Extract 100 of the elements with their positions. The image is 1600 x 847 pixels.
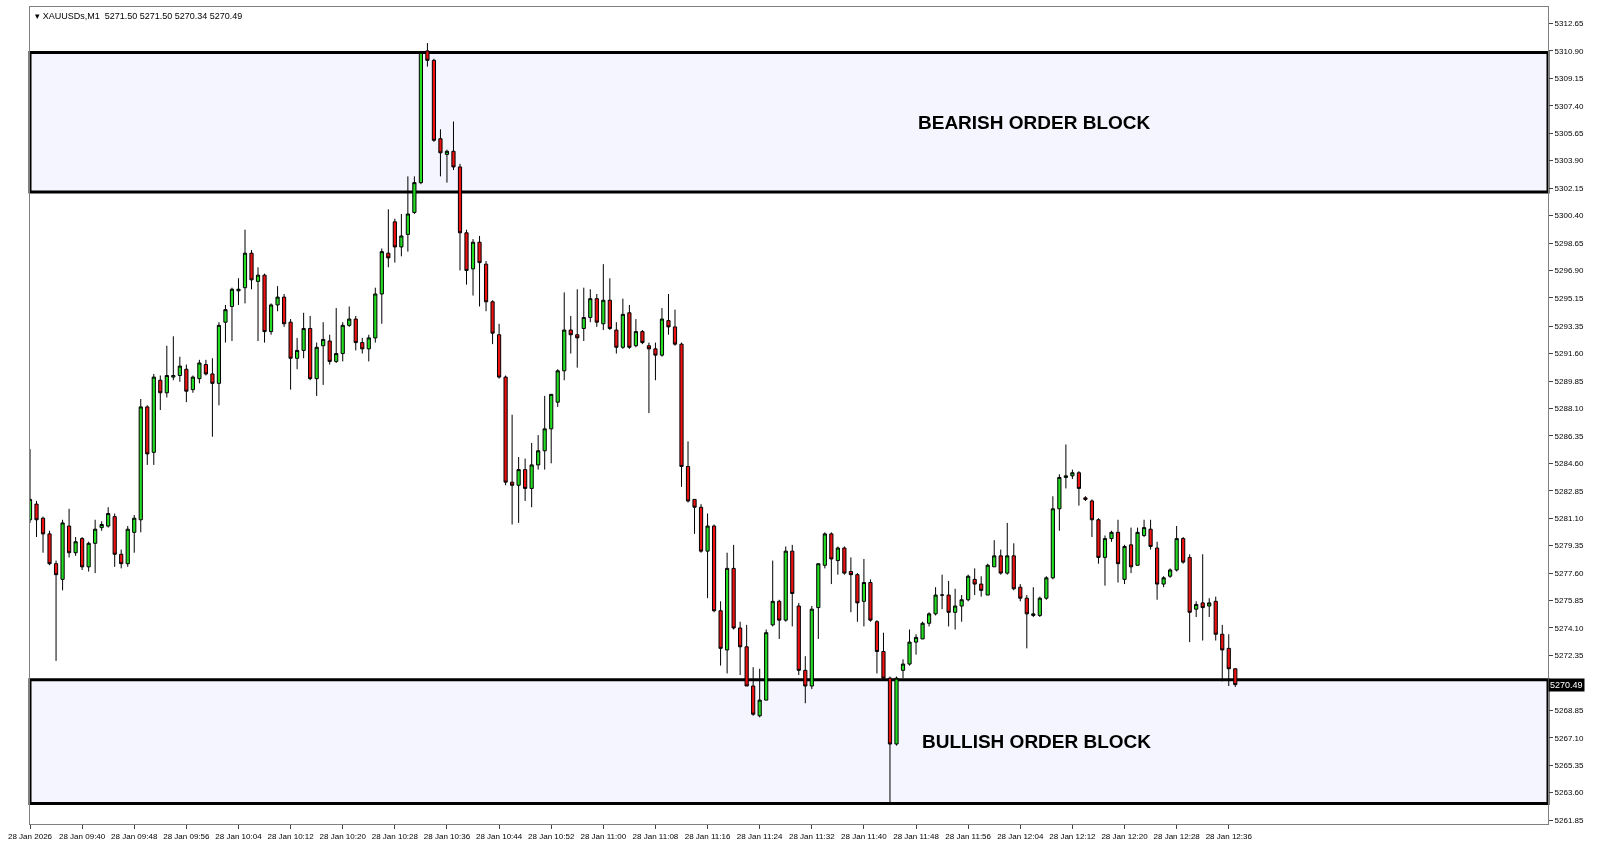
y-tick-label: 5293.35 <box>1554 321 1585 331</box>
candlestick <box>1096 517 1101 565</box>
candlestick <box>672 309 678 347</box>
candlestick <box>959 594 964 623</box>
candlestick <box>953 588 958 631</box>
y-tick-label: 5275.85 <box>1554 596 1585 606</box>
candlestick <box>1161 575 1166 588</box>
candlestick <box>503 375 508 486</box>
x-tick-label: 28 Jan 11:32 <box>788 831 836 841</box>
candlestick <box>340 321 345 362</box>
y-tick-label: 5300.40 <box>1554 211 1585 221</box>
candlestick <box>646 342 652 414</box>
y-tick-label: 5267.10 <box>1554 733 1585 743</box>
candlestick <box>379 247 384 325</box>
y-tick-label: 5286.35 <box>1554 431 1585 441</box>
y-tick-label: 5309.15 <box>1554 74 1585 84</box>
x-tick-label: 28 Jan 10:12 <box>267 831 315 841</box>
candlestick <box>171 335 176 381</box>
candlestick <box>529 442 534 508</box>
candlestick <box>197 359 202 384</box>
candlestick <box>1187 553 1192 643</box>
candlestick <box>1063 444 1068 489</box>
x-tick-label: 28 Jan 12:20 <box>1101 831 1149 841</box>
candlestick <box>229 287 235 342</box>
candlestick <box>601 263 606 331</box>
candlestick <box>1213 596 1218 642</box>
candlestick <box>203 359 208 377</box>
candlestick <box>698 503 704 554</box>
candlestick <box>40 516 46 554</box>
candlestick <box>477 235 482 308</box>
candlestick <box>614 321 619 355</box>
y-tick-label: 5261.85 <box>1554 815 1585 825</box>
candlestick <box>992 539 997 568</box>
candlestick <box>177 356 182 383</box>
candlestick <box>1050 495 1055 580</box>
candlestick <box>1044 575 1049 601</box>
candlestick <box>73 536 78 557</box>
candlestick <box>1141 519 1147 538</box>
candlestick <box>835 545 840 576</box>
y-tick-label: 5284.60 <box>1554 459 1585 469</box>
y-tick-label: 5263.60 <box>1554 788 1585 798</box>
candlestick <box>1233 668 1238 688</box>
candlestick <box>1168 567 1173 579</box>
y-tick-label: 5295.15 <box>1554 293 1585 303</box>
candlestick <box>1155 541 1160 601</box>
candlestick <box>151 373 156 466</box>
candlestick <box>777 599 782 640</box>
candlestick <box>418 50 423 185</box>
y-tick-label: 5272.35 <box>1554 651 1585 661</box>
x-tick-label: 28 Jan 10:36 <box>423 831 471 841</box>
y-tick-label: 5310.90 <box>1554 46 1585 56</box>
candlestick <box>659 307 665 358</box>
x-tick-label: 28 Jan 10:28 <box>371 831 419 841</box>
candlestick <box>1174 525 1179 573</box>
candlestick <box>926 611 932 627</box>
candlestick <box>431 58 437 143</box>
candlestick <box>1109 530 1114 543</box>
y-tick-label: 5282.85 <box>1554 486 1585 496</box>
y-tick-label: 5279.35 <box>1554 541 1585 551</box>
candlestick <box>972 567 977 596</box>
candlestick <box>366 334 371 362</box>
candlestick <box>887 676 893 803</box>
candlestick <box>236 277 241 306</box>
x-tick-label: 28 Jan 12:36 <box>1205 831 1253 841</box>
candlestick <box>444 149 450 184</box>
candlestick <box>542 395 547 471</box>
x-tick-label: 28 Jan 11:24 <box>736 831 784 841</box>
candlestick <box>53 560 59 662</box>
x-tick-label: 28 Jan 11:08 <box>632 831 679 841</box>
candlestick <box>653 342 658 381</box>
candlestick <box>327 334 332 366</box>
candlestick <box>405 175 410 253</box>
candlestick <box>783 545 788 623</box>
candlestick <box>1200 553 1205 642</box>
candlestick <box>536 434 541 471</box>
candlestick <box>490 299 495 345</box>
candlestick <box>1115 519 1121 584</box>
candlestick <box>190 375 195 394</box>
candlestick <box>640 329 645 345</box>
candlestick <box>790 544 795 627</box>
y-tick-label: 5291.60 <box>1554 349 1585 359</box>
candlestick <box>725 552 730 674</box>
candlestick <box>281 293 287 328</box>
candlestick <box>112 513 117 568</box>
candlestick <box>295 337 300 370</box>
candlestick <box>164 345 169 398</box>
candlestick <box>607 277 612 331</box>
y-tick-label: 5265.35 <box>1554 760 1585 770</box>
candlestick <box>510 414 515 525</box>
candlestick <box>809 605 814 690</box>
candlestick <box>1076 470 1082 507</box>
y-tick-label: 5296.90 <box>1554 266 1585 276</box>
band-label: BULLISH ORDER BLOCK <box>922 731 1152 752</box>
candlestick <box>373 287 378 344</box>
candlestick <box>1089 498 1095 538</box>
y-tick-label: 5307.40 <box>1554 101 1585 111</box>
candlestick <box>738 621 743 676</box>
candlestick <box>549 393 554 464</box>
candlestick <box>1207 597 1212 618</box>
candlestick <box>138 398 143 533</box>
